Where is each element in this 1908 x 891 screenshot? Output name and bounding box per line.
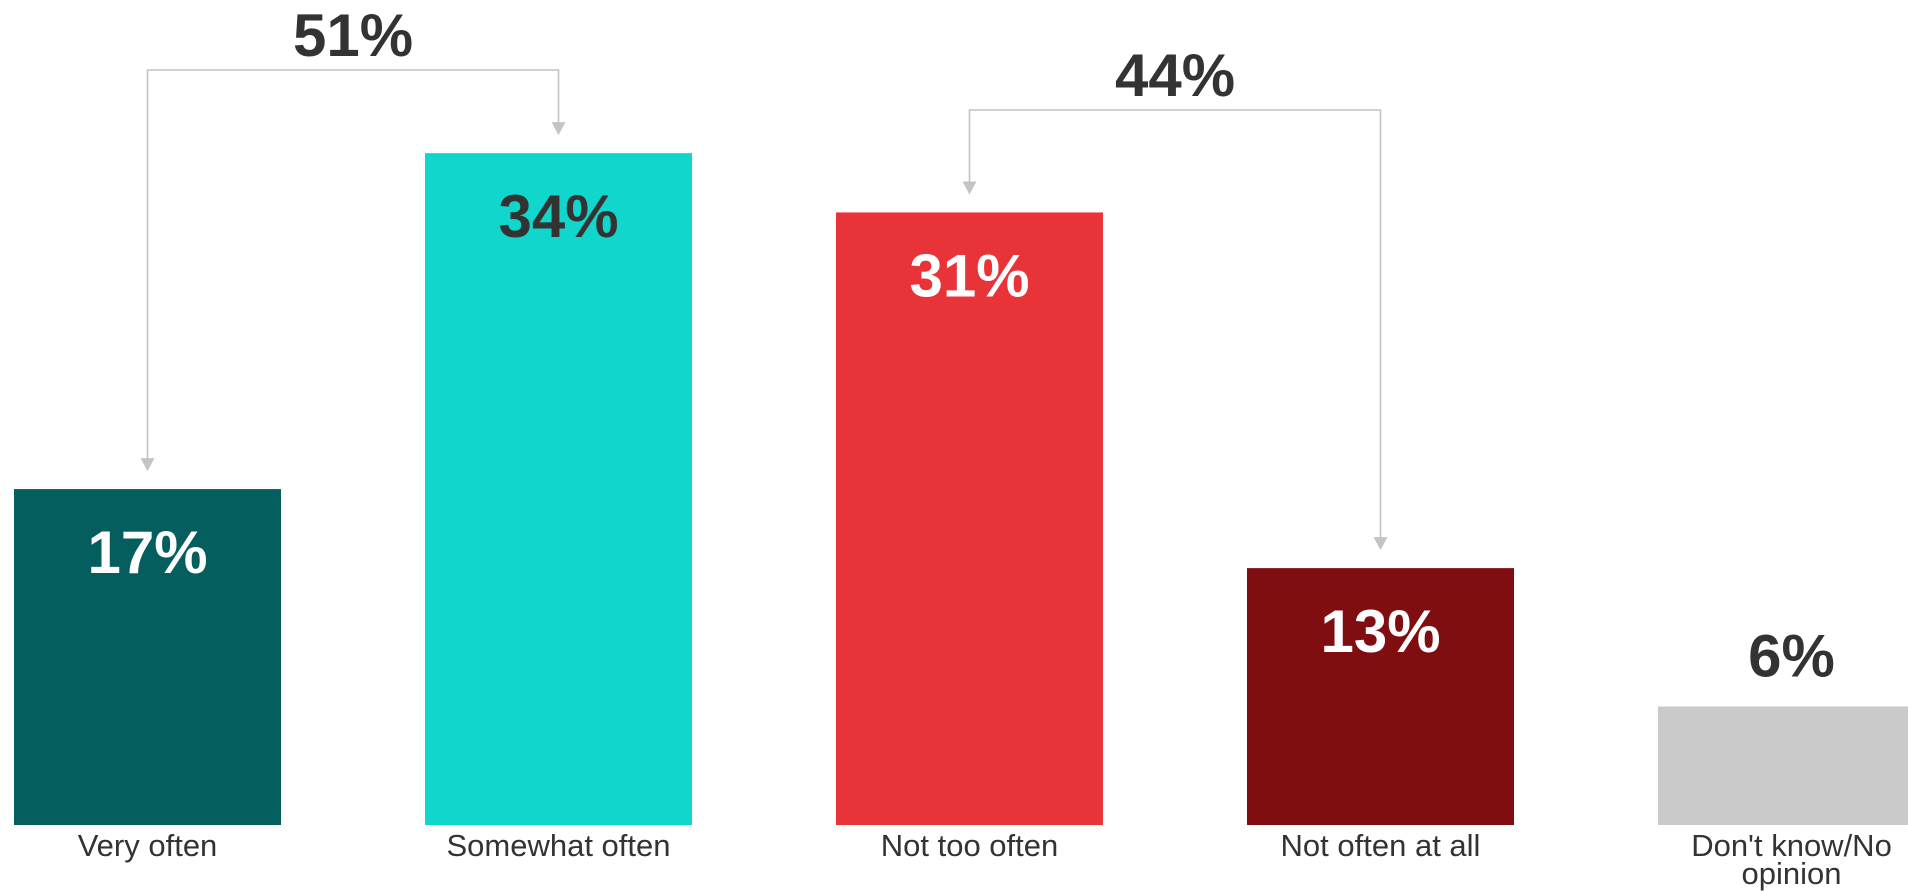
category-label-not-often-at-all: Not often at all <box>1281 828 1481 863</box>
value-label-very-often: 17% <box>87 519 207 586</box>
category-label-somewhat-often: Somewhat often <box>446 828 670 863</box>
value-label-not-often-at-all: 13% <box>1320 598 1440 665</box>
bracket-arrowhead-right <box>1373 537 1388 551</box>
combined-label-44: 44% <box>1115 42 1235 109</box>
value-label-not-too-often: 31% <box>909 242 1029 309</box>
bracket-arrowhead-left <box>140 458 155 472</box>
value-label-somewhat-often: 34% <box>498 183 618 250</box>
value-label-don-t-know-no-opinion: 6% <box>1748 622 1835 689</box>
bar-don-t-know-no-opinion <box>1658 706 1908 825</box>
category-label-very-often: Very often <box>78 828 218 863</box>
combined-label-51: 51% <box>293 2 413 69</box>
category-label-don-t-know-no-opinion: Don't know/No opinion <box>1691 828 1892 891</box>
bar-somewhat-often <box>425 153 692 825</box>
category-label-not-too-often: Not too often <box>881 828 1059 863</box>
bar-not-often-at-all <box>1247 568 1514 825</box>
bracket-line-44 <box>968 109 1382 539</box>
bar-very-often <box>14 489 281 825</box>
bar-not-too-often <box>836 212 1103 825</box>
bracket-arrowhead-left <box>962 181 977 195</box>
bracket-arrowhead-right <box>551 122 566 136</box>
bracket-line-51 <box>146 69 560 460</box>
